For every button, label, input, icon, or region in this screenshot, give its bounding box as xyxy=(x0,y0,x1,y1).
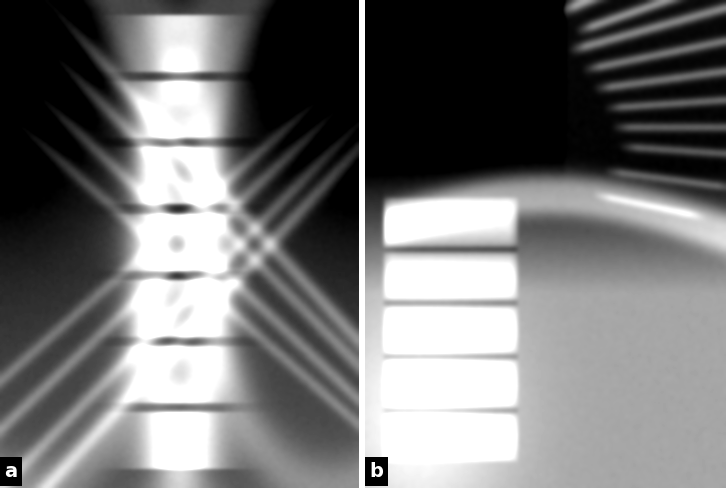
Text: a: a xyxy=(4,462,17,481)
Text: b: b xyxy=(370,462,383,481)
